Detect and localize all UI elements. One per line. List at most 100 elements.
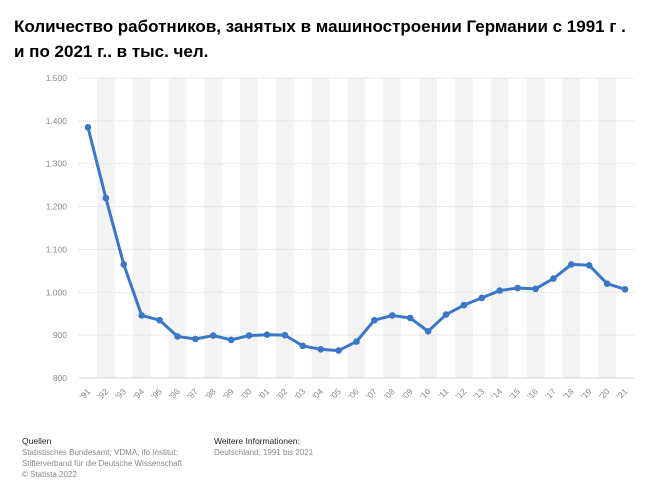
data-point xyxy=(621,285,629,293)
y-tick-label: 900 xyxy=(53,330,67,340)
x-tick-label: '11 xyxy=(436,386,451,401)
data-point xyxy=(192,335,199,343)
x-tick-label: '97 xyxy=(185,386,200,401)
data-point xyxy=(174,333,181,340)
column-band xyxy=(132,78,151,378)
x-tick-label: '08 xyxy=(382,386,397,401)
x-tick-label: '01 xyxy=(256,386,271,401)
info-line-1: Deutschland; 1991 bis 2021 xyxy=(214,448,314,457)
data-point xyxy=(442,311,450,318)
x-tick-label: '98 xyxy=(203,386,218,401)
x-tick-label: '91 xyxy=(77,386,92,401)
column-band xyxy=(347,78,366,378)
data-point xyxy=(585,261,593,269)
y-tick-label: 1.100 xyxy=(46,244,68,254)
x-tick-label: '12 xyxy=(453,386,468,401)
column-band xyxy=(419,78,438,378)
data-point xyxy=(603,280,611,288)
x-tick-label: '96 xyxy=(167,386,182,401)
data-point xyxy=(84,123,92,131)
x-tick-label: '03 xyxy=(292,386,307,401)
sources-line-2: Stifterverband für die Deutsche Wissensc… xyxy=(22,459,183,468)
data-point xyxy=(460,301,468,309)
data-point xyxy=(406,314,414,322)
grid-lines xyxy=(79,77,634,379)
info-heading: Weitere Informationen: xyxy=(214,436,300,446)
data-point xyxy=(138,312,145,319)
data-point xyxy=(227,336,235,344)
data-point xyxy=(568,261,575,268)
x-tick-label: '15 xyxy=(507,386,522,401)
column-band xyxy=(526,78,545,378)
x-tick-label: '14 xyxy=(489,386,504,401)
data-point xyxy=(371,316,378,324)
sources-heading: Quellen xyxy=(22,436,52,446)
y-tick-label: 1.200 xyxy=(46,202,68,212)
data-point xyxy=(478,294,486,302)
x-tick-label: '18 xyxy=(561,386,576,401)
column-band xyxy=(598,78,617,378)
info-block: Weitere Informationen: Deutschland; 1991… xyxy=(214,436,414,458)
x-tick-label: '21 xyxy=(615,386,630,401)
data-point xyxy=(532,285,539,293)
data-point xyxy=(281,331,289,339)
data-point xyxy=(353,338,360,345)
column-band xyxy=(562,78,581,378)
data-point xyxy=(514,284,521,292)
x-tick-label: '19 xyxy=(579,386,594,401)
data-point xyxy=(156,316,163,324)
column-band xyxy=(168,78,187,378)
x-tick-label: '09 xyxy=(400,386,415,401)
x-axis-ticks: '91'92'93'94'95'96'97'98'99'00'01'02'03 '… xyxy=(77,386,629,401)
y-tick-label: 1.000 xyxy=(46,287,68,297)
chart-title: Количество работников, занятых в машинос… xyxy=(14,17,626,61)
x-tick-label: '20 xyxy=(597,386,612,401)
column-band xyxy=(96,78,115,378)
y-tick-label: 1.500 xyxy=(46,73,68,83)
data-point xyxy=(424,327,432,335)
sources-block: Quellen Statistisches Bundesamt; VDMA; i… xyxy=(22,436,212,480)
column-band xyxy=(204,78,223,378)
column-band xyxy=(454,78,473,378)
copyright-line: © Statista 2022 xyxy=(22,470,77,479)
data-point xyxy=(550,275,557,282)
x-tick-label: '92 xyxy=(95,386,110,401)
data-points xyxy=(84,123,629,354)
data-point xyxy=(120,261,128,268)
x-tick-label: '07 xyxy=(364,386,379,401)
x-tick-label: '10 xyxy=(418,386,433,401)
line-chart: 1.500 1.400 1.300 1.200 1.100 1.000 900 800 '91… xyxy=(46,73,634,401)
column-bands xyxy=(96,78,617,378)
x-tick-label: '05 xyxy=(328,386,343,401)
x-tick-label: '16 xyxy=(525,386,540,401)
data-point xyxy=(102,194,110,202)
data-point xyxy=(263,331,271,339)
data-point xyxy=(335,347,342,354)
column-band xyxy=(240,78,259,378)
y-tick-label: 1.400 xyxy=(46,116,68,126)
x-tick-label: '94 xyxy=(131,386,146,401)
x-tick-label: '95 xyxy=(149,386,164,401)
data-point xyxy=(317,345,324,353)
column-band xyxy=(275,78,294,378)
x-tick-label: '17 xyxy=(543,386,558,401)
x-tick-label: '93 xyxy=(113,386,128,401)
data-point xyxy=(389,312,396,319)
y-axis-ticks: 1.500 1.400 1.300 1.200 1.100 1.000 900 800 xyxy=(46,73,68,383)
y-tick-label: 800 xyxy=(53,373,67,383)
data-point xyxy=(496,287,504,294)
x-tick-label: '06 xyxy=(346,386,361,401)
data-point xyxy=(245,332,253,339)
x-tick-label: '02 xyxy=(274,386,289,401)
column-band xyxy=(383,78,402,378)
y-tick-label: 1.300 xyxy=(46,159,68,169)
column-band xyxy=(311,78,330,378)
x-tick-label: '99 xyxy=(221,386,236,401)
x-tick-label: '04 xyxy=(310,386,325,401)
column-band xyxy=(490,78,509,378)
sources-line-1: Statistisches Bundesamt; VDMA; ifo Insti… xyxy=(22,448,179,457)
data-point xyxy=(209,332,217,339)
x-tick-label: '00 xyxy=(239,386,254,401)
x-tick-label: '13 xyxy=(471,386,486,401)
data-point xyxy=(299,342,307,350)
